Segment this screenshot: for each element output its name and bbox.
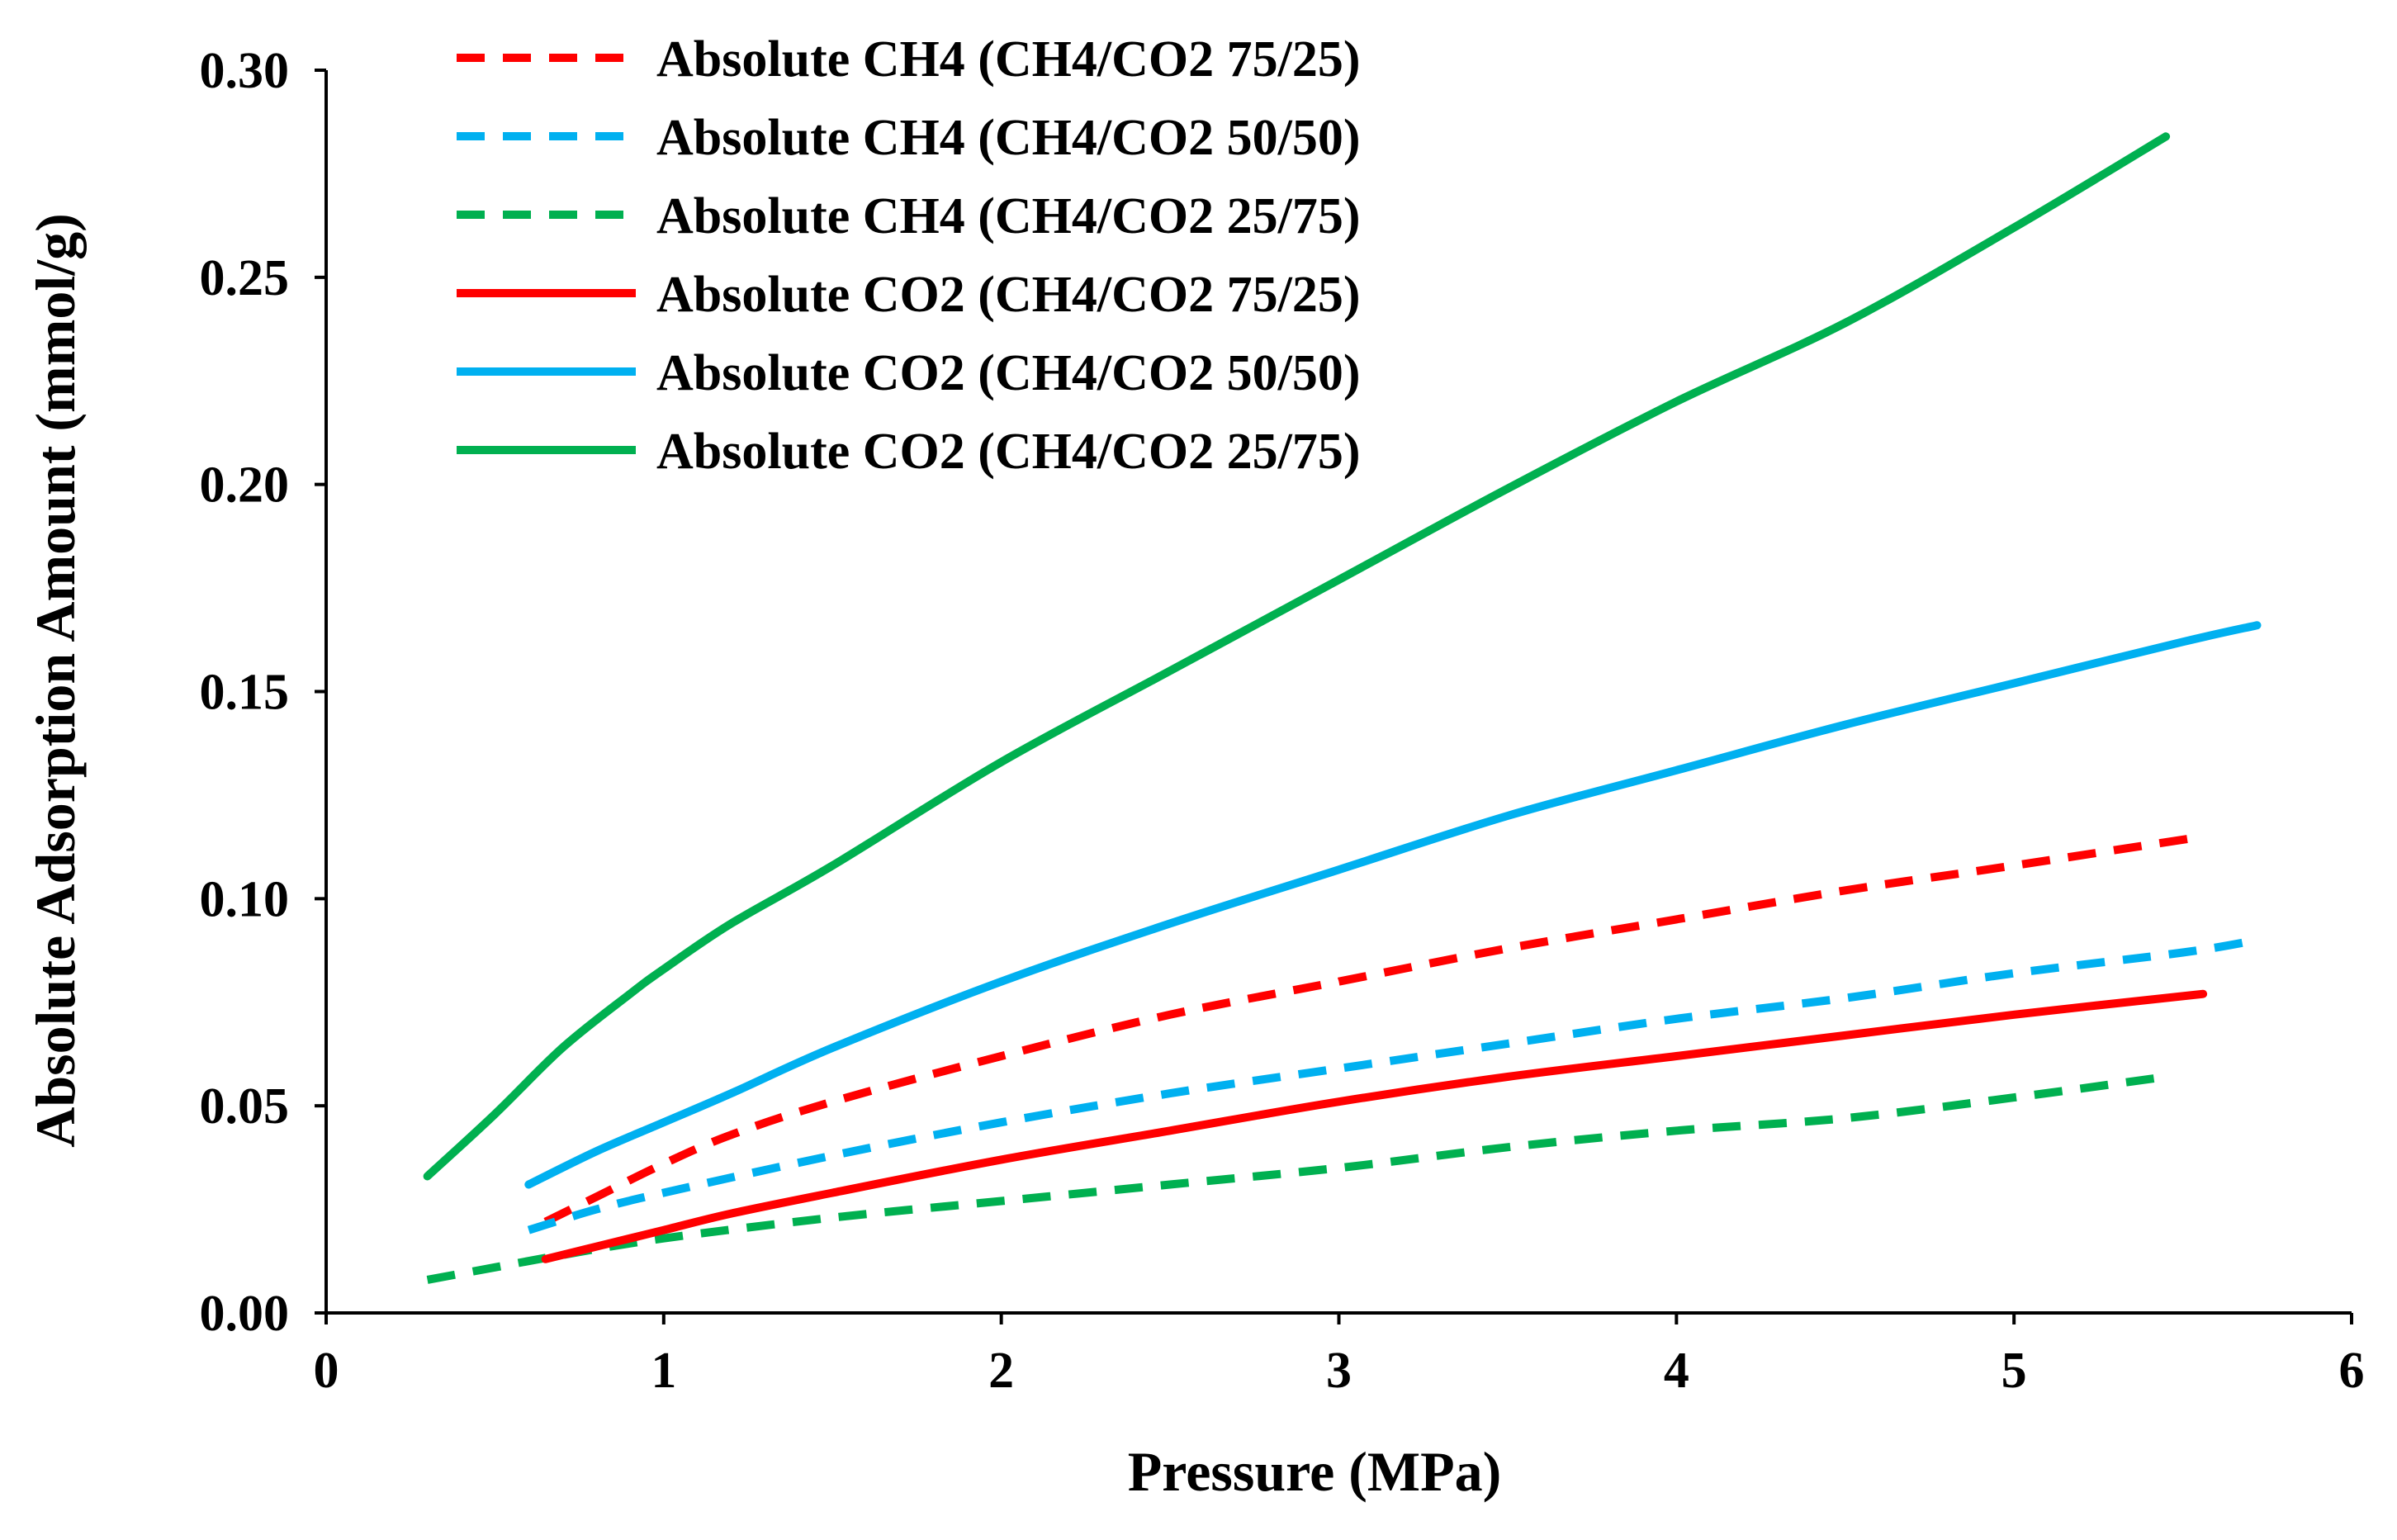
series-lines bbox=[423, 132, 2262, 1284]
legend-label: Absolute CH4 (CH4/CO2 50/50) bbox=[656, 110, 1361, 166]
x-tick-label: 0 bbox=[314, 1343, 339, 1399]
legend-label: Absolute CO2 (CH4/CO2 25/75) bbox=[656, 424, 1361, 480]
y-tick-label: 0.30 bbox=[200, 43, 290, 99]
series-line-6 bbox=[423, 132, 2171, 1181]
axes bbox=[315, 69, 2353, 1324]
legend-label: Absolute CO2 (CH4/CO2 50/50) bbox=[656, 345, 1361, 401]
x-tick-label: 3 bbox=[1326, 1343, 1352, 1399]
y-tick-label: 0.10 bbox=[200, 871, 290, 927]
series-line-2 bbox=[527, 936, 2258, 1234]
series-line-5 bbox=[524, 621, 2262, 1189]
tick-labels: 0.00 0.05 0.10 0.15 0.20 0.25 0.30 0 1 2 3 4 5 6 bbox=[200, 43, 2365, 1399]
legend-label: Absolute CH4 (CH4/CO2 75/25) bbox=[656, 31, 1361, 88]
y-tick-label: 0.25 bbox=[200, 250, 290, 306]
x-tick-label: 1 bbox=[651, 1343, 676, 1399]
legend-label: Absolute CH4 (CH4/CO2 25/75) bbox=[656, 188, 1361, 244]
x-axis-title: Pressure (MPa) bbox=[1128, 1440, 1502, 1503]
y-axis-title: Absolute Adsorption Amount (mmol/g) bbox=[24, 213, 87, 1148]
legend-label: Absolute CO2 (CH4/CO2 75/25) bbox=[656, 267, 1361, 323]
series-line-4 bbox=[541, 989, 2208, 1263]
x-tick-label: 6 bbox=[2339, 1343, 2365, 1399]
series-line-1 bbox=[543, 832, 2204, 1226]
x-tick-label: 5 bbox=[2001, 1343, 2027, 1399]
y-tick-label: 0.00 bbox=[200, 1286, 290, 1342]
y-tick-label: 0.20 bbox=[200, 457, 290, 514]
y-tick-label: 0.05 bbox=[200, 1078, 290, 1135]
legend: Absolute CH4 (CH4/CO2 75/25) Absolute CH4… bbox=[457, 31, 1361, 480]
y-tick-label: 0.15 bbox=[200, 665, 290, 721]
x-tick-label: 4 bbox=[1664, 1343, 1689, 1399]
x-tick-label: 2 bbox=[988, 1343, 1014, 1399]
